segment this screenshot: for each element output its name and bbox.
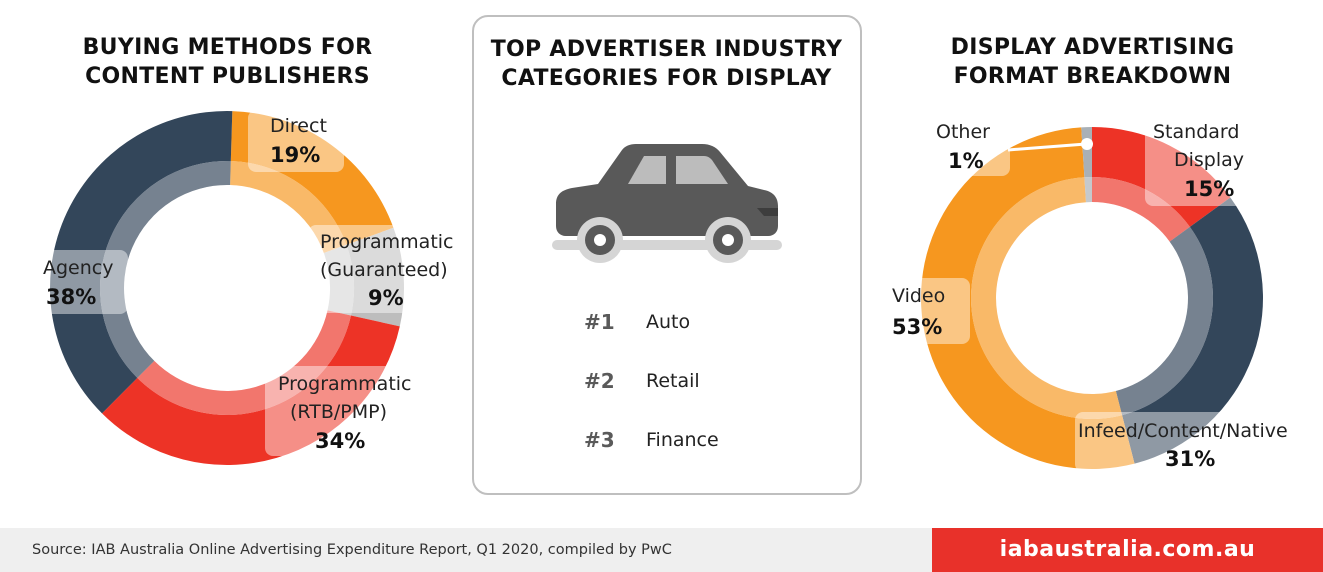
slice-direct	[230, 111, 394, 245]
left-chart-title-line1: BUYING METHODS FOR	[82, 35, 373, 60]
ranking-name: Auto	[646, 311, 691, 333]
ranking-item-3: #3 Finance	[584, 425, 719, 455]
video-pct: 53%	[892, 315, 942, 339]
infeed-pct: 31%	[1165, 447, 1215, 471]
slice-agency	[49, 110, 233, 414]
slice-inner-infeed-content-native	[1115, 226, 1213, 416]
slice-inner-programmatic-guaranteed	[323, 244, 354, 316]
direct-label-bg	[248, 110, 344, 172]
format-breakdown-donut	[920, 127, 1263, 469]
buying-methods-donut	[49, 110, 405, 466]
left-chart-title-line2: CONTENT PUBLISHERS	[85, 64, 370, 89]
left-chart-title: BUYING METHODS FOR CONTENT PUBLISHERS	[40, 33, 415, 91]
prog-guaranteed-label-bg	[308, 225, 458, 313]
right-chart-labels: Other 1% Standard Display 15% Video 53% …	[888, 112, 1311, 472]
inner-ring-overlay	[100, 161, 354, 415]
prog-rtb-label-line2: (RTB/PMP)	[290, 401, 387, 423]
agency-label: Agency	[43, 257, 113, 279]
slice-programmatic-rtb-pmp	[102, 315, 400, 466]
middle-panel-title-line2: CATEGORIES FOR DISPLAY	[501, 66, 832, 91]
slice-inner-agency	[99, 161, 231, 378]
slice-inner-video	[970, 177, 1123, 420]
ranking-item-2: #2 Retail	[584, 366, 700, 396]
video-label-bg	[888, 278, 970, 344]
prog-rtb-label-line1: Programmatic	[278, 373, 412, 395]
car-icon	[552, 144, 782, 263]
standard-label-line2: Display	[1174, 149, 1244, 171]
video-label: Video	[892, 285, 945, 307]
ranking-item-1: #1 Auto	[584, 307, 690, 337]
ranking-name: Retail	[646, 370, 700, 392]
infeed-label: Infeed/Content/Native	[1078, 420, 1288, 442]
slice-video	[920, 127, 1135, 469]
ranking-number: #1	[584, 310, 615, 334]
middle-panel-title: TOP ADVERTISER INDUSTRY CATEGORIES FOR D…	[474, 35, 859, 93]
direct-pct: 19%	[270, 143, 320, 167]
right-chart-title-line1: DISPLAY ADVERTISING	[950, 35, 1235, 60]
left-chart-labels: Direct 19% Programmatic (Guaranteed) 9% …	[40, 110, 458, 456]
agency-label-bg	[40, 250, 128, 314]
right-chart-title: DISPLAY ADVERTISING FORMAT BREAKDOWN	[905, 33, 1280, 91]
ranking-name: Finance	[646, 429, 719, 451]
standard-label-line1: Standard	[1153, 121, 1239, 143]
agency-pct: 38%	[46, 285, 96, 309]
ranking-number: #3	[584, 428, 615, 452]
infeed-label-bg	[1075, 412, 1311, 472]
other-leader-line	[1007, 142, 1087, 152]
standard-pct: 15%	[1184, 177, 1234, 201]
slice-inner-standard-display	[1092, 177, 1190, 242]
prog-guaranteed-pct: 9%	[368, 286, 404, 310]
brand-link[interactable]: iabaustralia.com.au	[932, 528, 1323, 572]
other-label: Other	[936, 121, 990, 143]
slice-inner-direct	[230, 161, 347, 253]
other-pct: 1%	[948, 149, 984, 173]
prog-guaranteed-label-line2: (Guaranteed)	[320, 259, 448, 281]
slice-inner-programmatic-rtb-pmp	[137, 310, 351, 415]
inner-ring-overlay	[971, 177, 1213, 419]
prog-rtb-pct: 34%	[315, 429, 365, 453]
middle-panel-title-line1: TOP ADVERTISER INDUSTRY	[490, 37, 843, 62]
slice-inner-other	[1084, 177, 1092, 203]
slice-standard-display	[1092, 127, 1231, 227]
prog-guaranteed-label-line1: Programmatic	[320, 231, 454, 253]
slice-programmatic-guaranteed	[346, 227, 405, 327]
top-industries-panel: TOP ADVERTISER INDUSTRY CATEGORIES FOR D…	[472, 15, 862, 495]
right-chart-title-line2: FORMAT BREAKDOWN	[953, 64, 1232, 89]
ranking-number: #2	[584, 369, 615, 393]
slice-infeed-content-native	[1122, 197, 1263, 464]
standard-label-bg	[1145, 112, 1253, 206]
prog-rtb-label-bg	[265, 366, 423, 456]
other-label-bg	[928, 112, 1010, 176]
other-leader-dot	[1081, 138, 1093, 150]
direct-label: Direct	[270, 115, 327, 137]
footer: Source: IAB Australia Online Advertising…	[0, 528, 1323, 572]
source-note: Source: IAB Australia Online Advertising…	[32, 542, 672, 558]
